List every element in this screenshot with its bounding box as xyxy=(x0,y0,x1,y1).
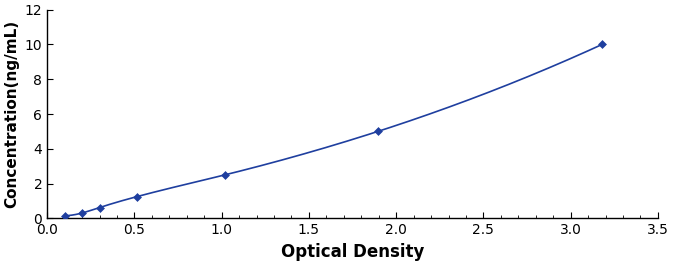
Point xyxy=(372,129,383,134)
Point xyxy=(59,214,70,218)
Point xyxy=(77,211,87,215)
Point xyxy=(219,173,230,177)
Point xyxy=(94,205,105,210)
Point xyxy=(597,42,608,47)
Point xyxy=(131,195,142,199)
X-axis label: Optical Density: Optical Density xyxy=(281,243,424,261)
Y-axis label: Concentration(ng/mL): Concentration(ng/mL) xyxy=(4,20,19,208)
